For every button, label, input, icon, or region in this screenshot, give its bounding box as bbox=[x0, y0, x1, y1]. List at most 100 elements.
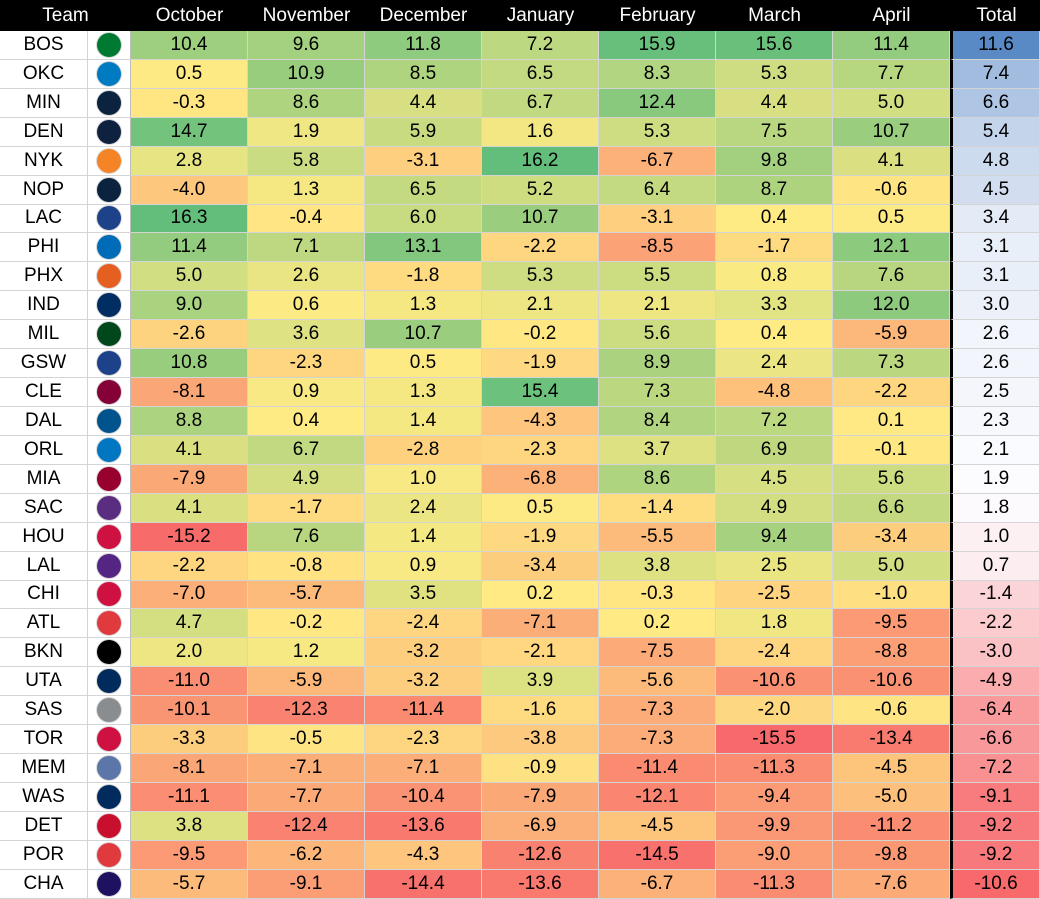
value-cell-february: -7.3 bbox=[599, 696, 716, 726]
total-cell: 2.6 bbox=[950, 349, 1040, 379]
team-abbreviation: WAS bbox=[0, 782, 88, 812]
value-cell-december: -10.4 bbox=[365, 782, 482, 812]
jazz-logo-icon bbox=[97, 669, 121, 694]
total-cell: 2.5 bbox=[950, 378, 1040, 407]
value-cell-april: -5.9 bbox=[833, 320, 950, 350]
value-cell-december: 6.0 bbox=[365, 204, 482, 234]
value-cell-march: 2.4 bbox=[716, 349, 833, 379]
value-cell-october: -7.0 bbox=[131, 580, 248, 610]
team-abbreviation: IND bbox=[0, 291, 88, 321]
value-cell-march: 0.4 bbox=[716, 204, 833, 234]
value-cell-november: 1.2 bbox=[248, 638, 365, 668]
nuggets-logo-icon bbox=[97, 119, 121, 144]
team-logo-cell bbox=[88, 840, 131, 870]
team-logo-cell bbox=[88, 638, 131, 668]
value-cell-march: 15.6 bbox=[716, 31, 833, 60]
value-cell-october: -3.3 bbox=[131, 725, 248, 755]
value-cell-december: -7.1 bbox=[365, 754, 482, 783]
value-cell-april: -5.0 bbox=[833, 782, 950, 812]
team-abbreviation: CHI bbox=[0, 580, 88, 610]
pistons-logo-icon bbox=[97, 813, 121, 838]
value-cell-february: 6.4 bbox=[599, 175, 716, 205]
value-cell-april: -11.2 bbox=[833, 811, 950, 841]
total-cell: 3.1 bbox=[950, 262, 1040, 292]
value-cell-february: -5.6 bbox=[599, 667, 716, 697]
value-cell-november: -6.2 bbox=[248, 840, 365, 870]
value-cell-april: 11.4 bbox=[833, 31, 950, 60]
team-logo-cell bbox=[88, 464, 131, 494]
value-cell-october: -11.1 bbox=[131, 782, 248, 812]
value-cell-november: 9.6 bbox=[248, 31, 365, 60]
value-cell-march: -2.0 bbox=[716, 696, 833, 726]
total-cell: -2.2 bbox=[950, 609, 1040, 639]
thunder-logo-icon bbox=[97, 61, 121, 86]
value-cell-november: 8.6 bbox=[248, 88, 365, 118]
value-cell-december: 13.1 bbox=[365, 233, 482, 263]
value-cell-january: 6.7 bbox=[482, 88, 599, 118]
value-cell-october: 8.8 bbox=[131, 406, 248, 436]
raptors-logo-icon bbox=[97, 727, 121, 752]
value-cell-january: 5.2 bbox=[482, 175, 599, 205]
value-cell-march: 9.4 bbox=[716, 522, 833, 552]
value-cell-november: -0.2 bbox=[248, 609, 365, 639]
value-cell-january: -1.6 bbox=[482, 696, 599, 726]
warriors-logo-icon bbox=[97, 351, 121, 376]
team-logo-cell bbox=[88, 696, 131, 726]
total-cell: 3.4 bbox=[950, 204, 1040, 234]
value-cell-january: -0.9 bbox=[482, 754, 599, 783]
value-cell-march: -15.5 bbox=[716, 725, 833, 755]
column-header-october: October bbox=[131, 0, 248, 31]
team-abbreviation: LAL bbox=[0, 551, 88, 581]
value-cell-october: 4.1 bbox=[131, 435, 248, 465]
value-cell-october: -15.2 bbox=[131, 522, 248, 552]
value-cell-november: -0.5 bbox=[248, 725, 365, 755]
value-cell-october: 9.0 bbox=[131, 291, 248, 321]
value-cell-october: 14.7 bbox=[131, 117, 248, 147]
team-abbreviation: GSW bbox=[0, 349, 88, 379]
rockets-logo-icon bbox=[97, 524, 121, 549]
value-cell-march: 4.4 bbox=[716, 88, 833, 118]
value-cell-december: 1.4 bbox=[365, 522, 482, 552]
value-cell-march: -10.6 bbox=[716, 667, 833, 697]
value-cell-november: 0.9 bbox=[248, 378, 365, 407]
kings-logo-icon bbox=[97, 495, 121, 520]
value-cell-december: 5.9 bbox=[365, 117, 482, 147]
value-cell-march: 9.8 bbox=[716, 146, 833, 176]
value-cell-december: 0.9 bbox=[365, 551, 482, 581]
value-cell-march: 1.8 bbox=[716, 609, 833, 639]
value-cell-march: 0.4 bbox=[716, 320, 833, 350]
value-cell-april: 12.1 bbox=[833, 233, 950, 263]
value-cell-november: 6.7 bbox=[248, 435, 365, 465]
value-cell-february: 8.9 bbox=[599, 349, 716, 379]
value-cell-april: 6.6 bbox=[833, 493, 950, 523]
value-cell-january: -3.4 bbox=[482, 551, 599, 581]
value-cell-march: 7.2 bbox=[716, 406, 833, 436]
team-abbreviation: MIA bbox=[0, 464, 88, 494]
team-abbreviation: LAC bbox=[0, 204, 88, 234]
value-cell-january: 6.5 bbox=[482, 59, 599, 89]
spurs-logo-icon bbox=[97, 698, 121, 723]
value-cell-february: -12.1 bbox=[599, 782, 716, 812]
value-cell-march: 3.3 bbox=[716, 291, 833, 321]
value-cell-february: 8.4 bbox=[599, 406, 716, 436]
value-cell-february: 12.4 bbox=[599, 88, 716, 118]
value-cell-october: 3.8 bbox=[131, 811, 248, 841]
value-cell-april: 7.7 bbox=[833, 59, 950, 89]
value-cell-april: -9.5 bbox=[833, 609, 950, 639]
value-cell-december: -3.1 bbox=[365, 146, 482, 176]
value-cell-march: -11.3 bbox=[716, 869, 833, 899]
total-cell: 1.8 bbox=[950, 493, 1040, 523]
team-logo-cell bbox=[88, 869, 131, 899]
team-logo-cell bbox=[88, 349, 131, 379]
team-abbreviation: TOR bbox=[0, 725, 88, 755]
value-cell-december: 1.3 bbox=[365, 378, 482, 407]
team-logo-cell bbox=[88, 782, 131, 812]
value-cell-february: -6.7 bbox=[599, 869, 716, 899]
team-abbreviation: DEN bbox=[0, 117, 88, 147]
value-cell-february: 3.8 bbox=[599, 551, 716, 581]
value-cell-december: -14.4 bbox=[365, 869, 482, 899]
value-cell-january: -7.1 bbox=[482, 609, 599, 639]
value-cell-april: 7.3 bbox=[833, 349, 950, 379]
lakers-logo-icon bbox=[97, 553, 121, 578]
